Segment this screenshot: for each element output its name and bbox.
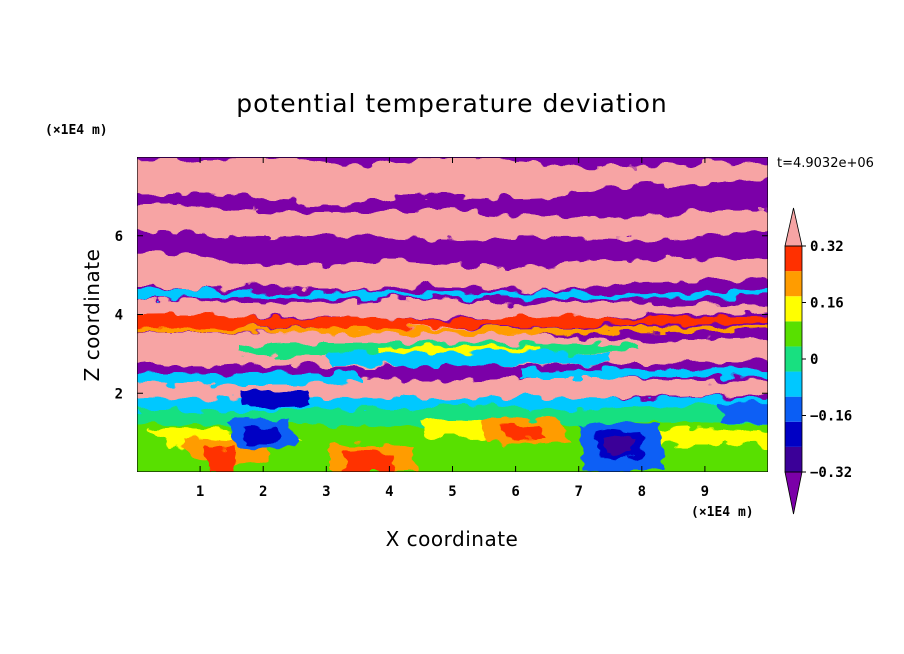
contour-band-navy [244,424,282,445]
contour-band-red [205,447,236,470]
x-axis-label: X coordinate [386,527,519,551]
x-axis-unit: (×1E4 m) [691,505,754,520]
colorbar-top-arrow [784,207,803,247]
contour-band-blue [720,402,768,425]
colorbar-swatch [785,246,802,272]
contour-band-pink [137,158,768,203]
contour-band-pink [137,251,768,290]
contour-band-cyan [520,368,768,378]
contour-band-red [345,450,395,472]
contour-band-orange [137,325,768,334]
x-tick-label: 1 [196,484,204,500]
y-axis-label: Z coordinate [80,249,104,382]
chart-title: potential temperature deviation [236,89,667,118]
colorbar: 0.32 0.16 0 −0.16 −0.32 [784,207,852,515]
colorbar-swatch [785,296,802,322]
contour-band-cyan [137,288,768,299]
colorbar-swatch [785,446,802,472]
colorbar-tick-label: −0.32 [810,465,852,481]
colorbar-swatch [785,396,802,422]
x-tick-label: 8 [638,484,646,500]
contour-band-pink [137,299,768,320]
x-tick-label: 4 [385,484,393,500]
colorbar-tick-label: −0.16 [810,409,852,425]
x-tick-label: 5 [448,484,456,500]
contour-field [137,158,768,472]
colorbar-swatch [785,371,802,397]
y-tick-label: 6 [115,229,123,245]
contour-band-yellow [660,428,768,446]
colorbar-tick-label: 0 [810,352,818,368]
x-tick-label: 3 [322,484,330,500]
contour-band-cyan [137,372,360,386]
y-tick-label: 4 [115,308,123,324]
time-label: t=4.9032e+06 [777,156,874,171]
contour-band-pink [137,204,768,240]
colorbar-tick-label: 0.32 [810,239,844,255]
contour-band-red [500,422,544,440]
contour-band-red [137,314,768,329]
contour-band-navy [240,390,312,406]
colorbar-swatch [785,271,802,297]
colorbar-swatch [785,346,802,372]
y-axis: 2 4 6 [115,229,768,402]
colorbar-swatch [785,421,802,447]
x-axis: 1 2 3 4 5 6 7 8 9 [196,157,709,500]
x-tick-label: 7 [574,484,582,500]
x-tick-label: 9 [701,484,709,500]
colorbar-tick-label: 0.16 [810,296,844,312]
y-axis-unit: (×1E4 m) [45,123,108,138]
y-tick-label: 2 [115,386,123,402]
plot-area [137,157,768,472]
contour-band-darkblue [604,436,634,455]
colorbar-bottom-arrow [784,471,803,515]
colorbar-swatch [785,321,802,347]
contour-band-cyan [330,351,610,367]
x-tick-label: 2 [259,484,267,500]
x-tick-label: 6 [511,484,519,500]
